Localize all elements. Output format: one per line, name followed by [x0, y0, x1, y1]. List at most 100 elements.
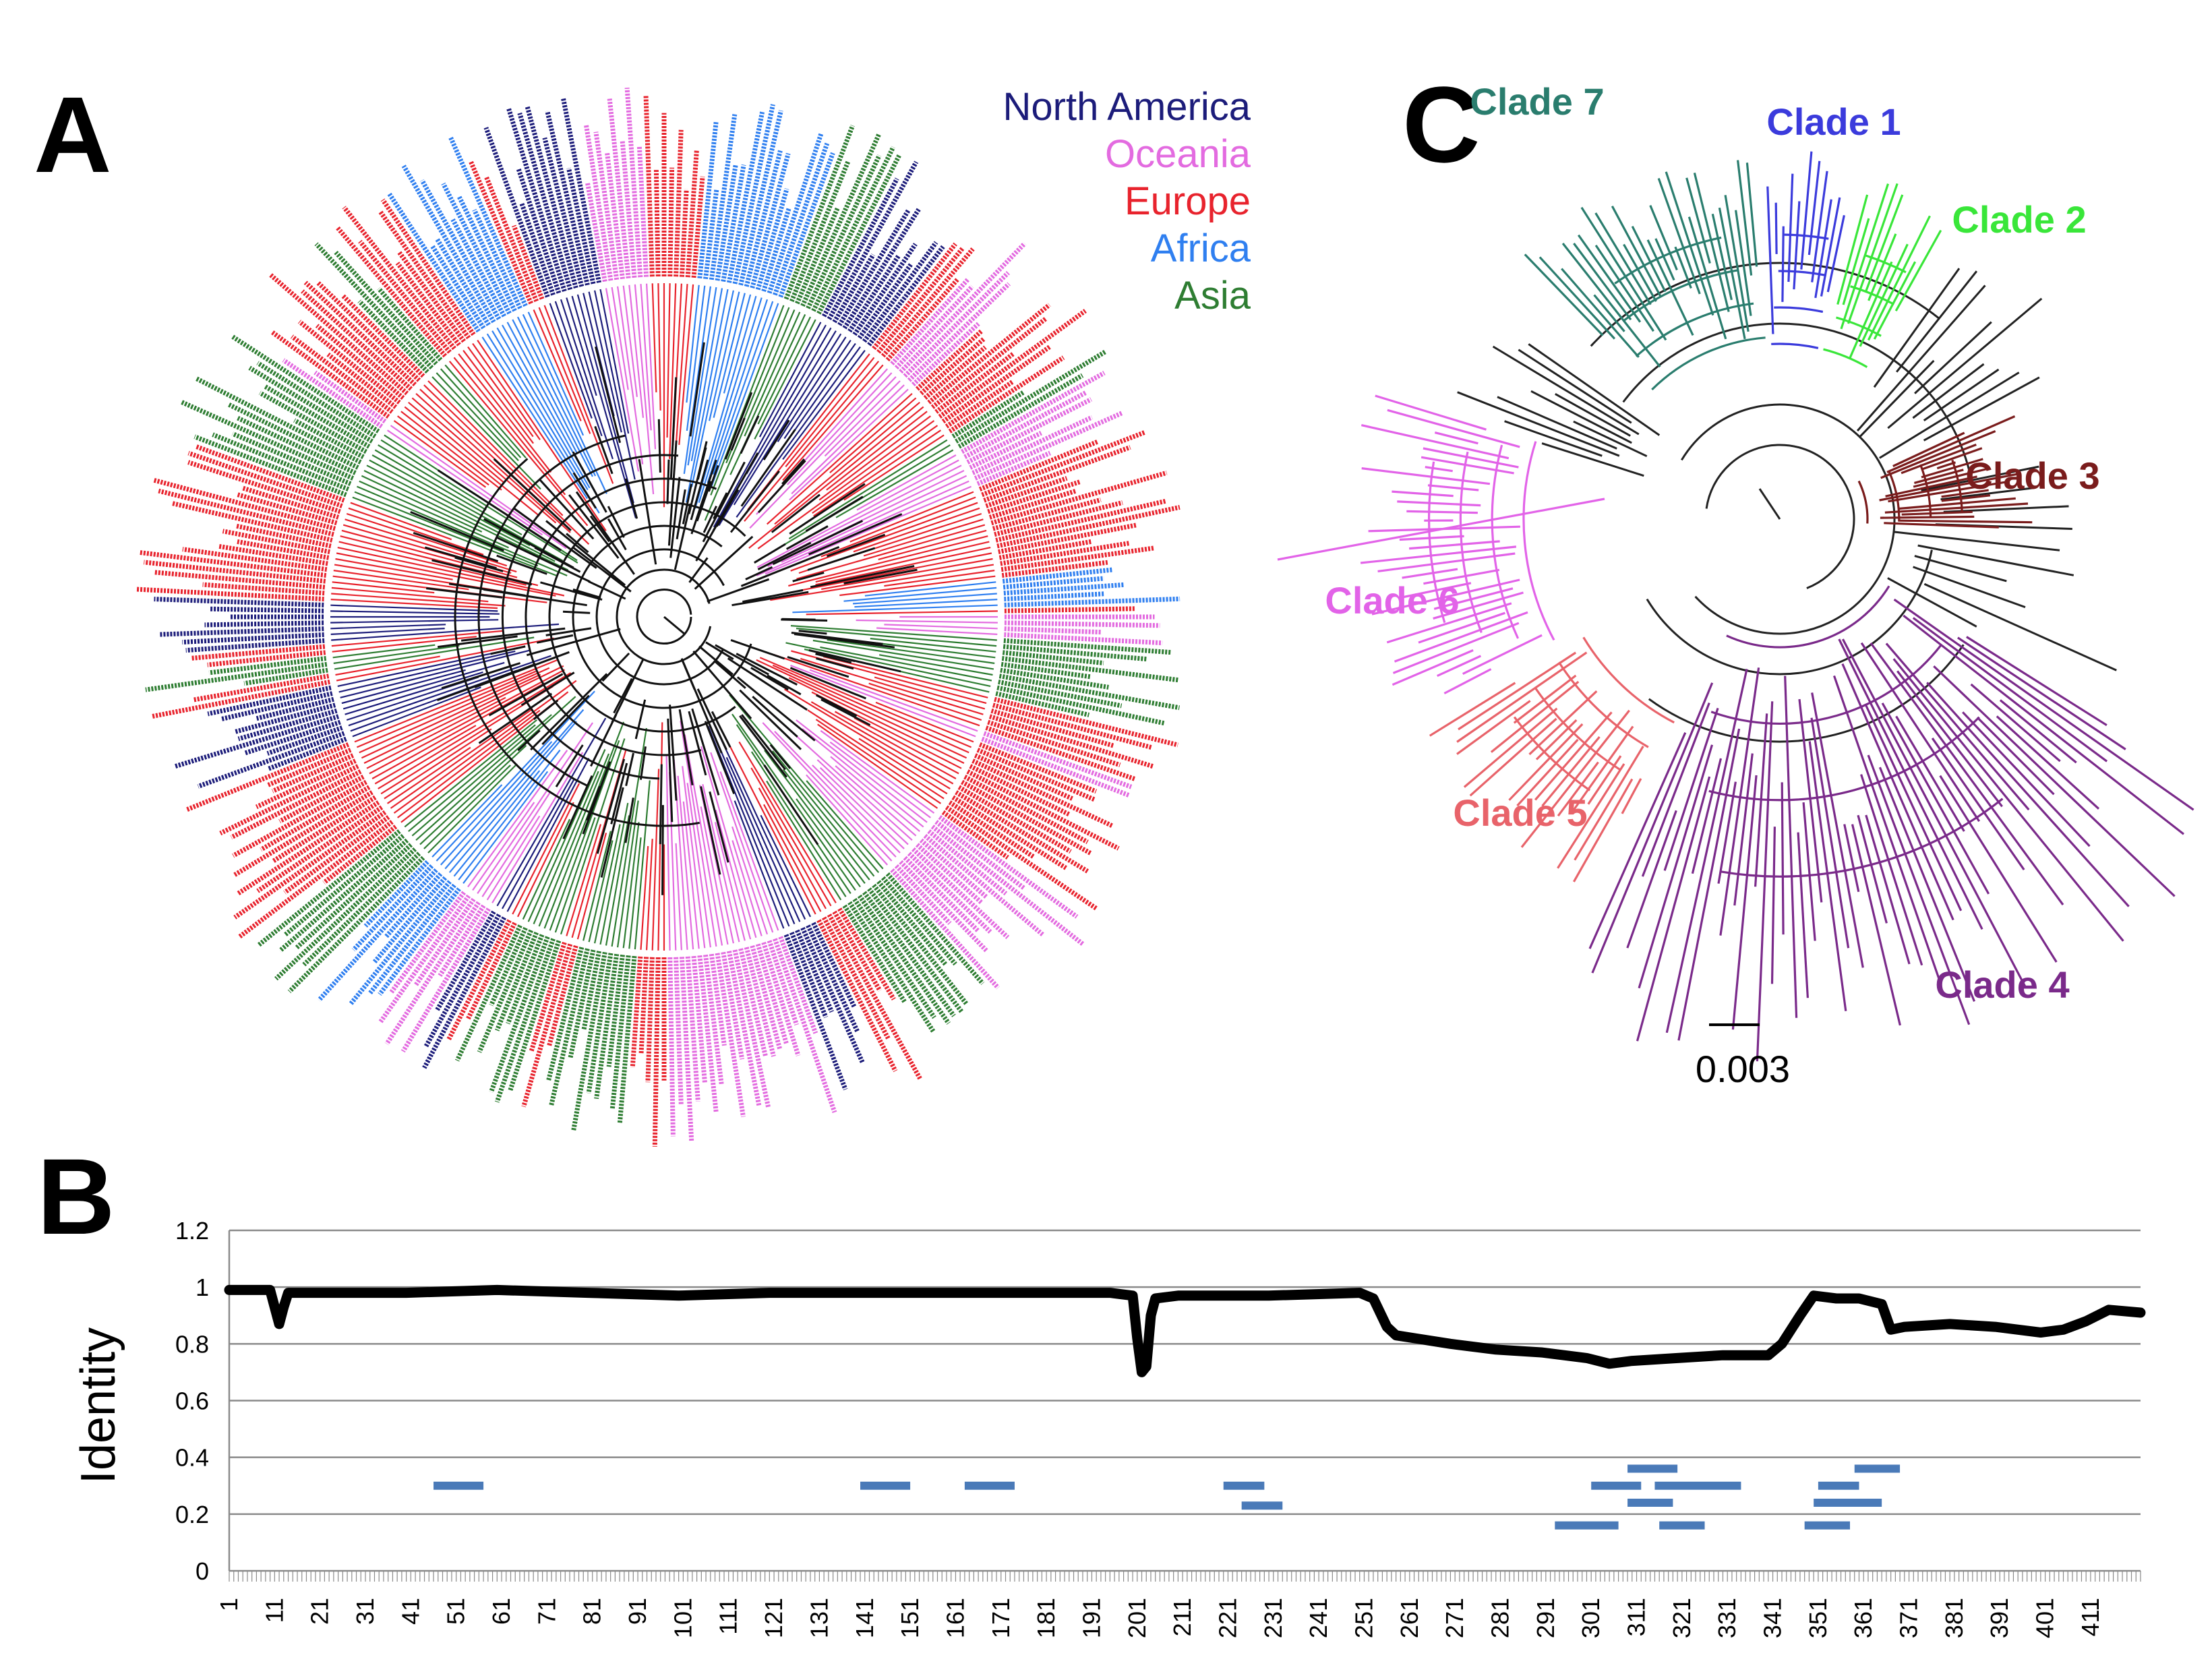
clade-branch — [1851, 824, 1901, 1026]
colored-branch — [713, 324, 827, 528]
colored-branch — [884, 624, 998, 630]
colored-branch — [818, 415, 931, 501]
leaf-label-mark — [446, 919, 512, 1042]
leaf-label-mark — [934, 351, 1015, 414]
leaf-label-mark — [961, 779, 1093, 856]
leaf-label-mark — [951, 795, 1067, 870]
leaf-label-mark — [636, 146, 649, 277]
colored-branch — [390, 708, 533, 809]
colored-branch — [829, 741, 931, 818]
leaf-label-mark — [998, 674, 1180, 711]
colored-branch — [481, 791, 551, 897]
clade-branch — [1538, 256, 1616, 340]
clade-branch — [1798, 698, 1823, 903]
colored-branch — [467, 750, 568, 888]
leaf-label-mark — [976, 450, 1051, 486]
colored-branch — [824, 380, 901, 457]
unclassified-branch — [1914, 555, 2007, 582]
clade-branch — [1402, 582, 1472, 599]
leaf-label-mark — [972, 415, 1094, 475]
leaf-label-mark — [237, 415, 357, 475]
colored-branch — [436, 690, 595, 862]
colored-branch — [335, 655, 440, 676]
colored-branch — [812, 425, 938, 514]
leaf-label-mark — [314, 242, 434, 370]
leaf-label-mark — [983, 445, 1131, 503]
leaf-label-mark — [182, 632, 324, 645]
tree-arc — [548, 501, 746, 733]
colored-branch — [354, 491, 539, 567]
colored-branch — [829, 397, 917, 474]
x-tick-label: 331 — [1713, 1598, 1741, 1638]
panel-letter-a: A — [34, 74, 112, 195]
leaf-label-mark — [996, 685, 1166, 726]
clade-branch — [1513, 674, 1577, 724]
leaf-label-mark — [290, 334, 394, 414]
clade-branch — [1841, 638, 2027, 988]
tree-branch — [736, 653, 798, 686]
clade-branch — [1756, 701, 1774, 1062]
colored-branch — [440, 741, 553, 866]
colored-branch — [611, 287, 629, 390]
leaf-label-mark — [560, 97, 602, 283]
colored-branch — [718, 330, 837, 527]
leaf-label-mark — [193, 674, 330, 702]
clade-branch — [1901, 510, 1973, 516]
tree-branch — [789, 667, 866, 700]
colored-branch — [734, 800, 785, 929]
leaf-label-mark — [363, 860, 429, 928]
leaf-label-mark — [755, 943, 789, 1044]
panel-letter-b: B — [37, 1136, 115, 1257]
colored-branch — [785, 357, 875, 467]
leaf-label-mark — [227, 402, 359, 470]
colored-branch — [588, 840, 614, 942]
y-tick-label: 0.6 — [175, 1387, 209, 1415]
colored-branch — [371, 454, 564, 562]
leaf-label-mark — [248, 365, 373, 444]
y-tick-label: 0.4 — [175, 1444, 209, 1472]
leaf-label-mark — [800, 132, 882, 307]
tree-branch — [713, 492, 728, 520]
leaf-label-mark — [697, 121, 719, 279]
leaf-label-mark — [516, 167, 562, 294]
clade-branch — [1832, 675, 1941, 981]
leaf-label-mark — [894, 864, 952, 925]
colored-branch — [674, 284, 688, 467]
leaf-label-mark — [202, 582, 325, 596]
colored-branch — [404, 719, 537, 828]
colored-branch — [729, 745, 816, 915]
leaf-label-mark — [566, 167, 596, 285]
tree-branch — [741, 714, 786, 771]
leaf-label-mark — [193, 434, 347, 498]
x-tick-label: 371 — [1895, 1598, 1923, 1638]
leaf-label-mark — [978, 742, 1098, 794]
clade-branch — [1754, 713, 1768, 887]
clade-branch — [1735, 210, 1752, 316]
tree-branch — [739, 689, 802, 750]
leaf-label-mark — [266, 725, 343, 756]
colored-branch — [491, 330, 589, 491]
clade-branch — [1593, 294, 1625, 332]
leaf-label-mark — [430, 245, 486, 330]
leaf-label-mark — [477, 929, 533, 1053]
tree-branch — [787, 655, 849, 678]
leaf-label-mark — [267, 736, 347, 771]
colored-branch — [640, 845, 649, 950]
leaf-label-mark — [811, 922, 857, 1008]
clade-branch — [1807, 160, 1821, 256]
colored-branch — [538, 307, 591, 434]
tree-branch — [568, 494, 620, 559]
leaf-label-mark — [367, 883, 456, 996]
clade-branch — [1878, 767, 1975, 1002]
clade-branch — [1406, 510, 1478, 514]
colored-branch — [404, 406, 540, 517]
leaf-label-mark — [966, 769, 1120, 851]
tree-branch — [689, 342, 705, 437]
colored-branch — [415, 696, 576, 841]
colored-branch — [810, 701, 954, 785]
leaf-label-mark — [761, 941, 801, 1056]
clade-branch — [1913, 469, 1964, 484]
tree-branch — [789, 483, 866, 535]
clade-branch — [1781, 782, 1785, 935]
tree-branch — [781, 618, 828, 622]
